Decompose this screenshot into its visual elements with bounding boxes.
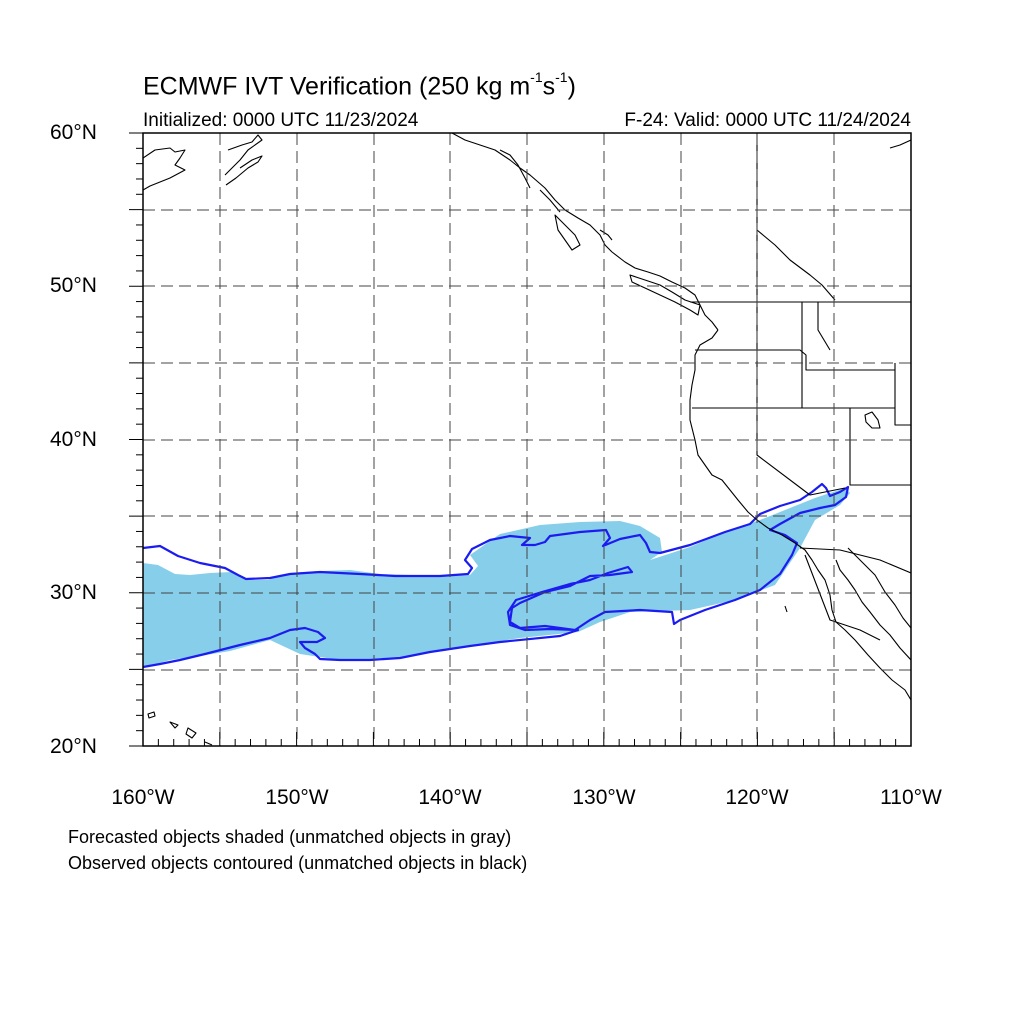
lat-label-50: 50°N [50,274,97,297]
forecast-ivt-object [143,488,850,668]
lat-lon-grid [143,133,911,746]
legend-observed-note: Observed objects contoured (unmatched ob… [68,853,528,873]
coastlines [143,133,911,746]
observed-ivt-contour [143,482,850,669]
lon-label-160w: 160°W [111,786,175,809]
lat-label-30: 30°N [50,581,97,604]
lat-label-20: 20°N [50,735,97,758]
legend-forecast-note: Forecasted objects shaded (unmatched obj… [68,827,512,847]
lon-label-150w: 150°W [265,786,329,809]
valid-time: F-24: Valid: 0000 UTC 11/24/2024 [624,110,911,131]
initialized-time: Initialized: 0000 UTC 11/23/2024 [143,110,419,131]
lon-label-110w: 110°W [880,786,942,809]
map-title: ECMWF IVT Verification (250 kg m-1s-1) [143,69,576,101]
lon-label-140w: 140°W [418,786,482,809]
axis-ticks [129,132,912,747]
lon-label-120w: 120°W [725,786,789,809]
lat-label-40: 40°N [50,428,97,451]
lon-label-130w: 130°W [572,786,636,809]
lat-label-60: 60°N [50,121,97,144]
